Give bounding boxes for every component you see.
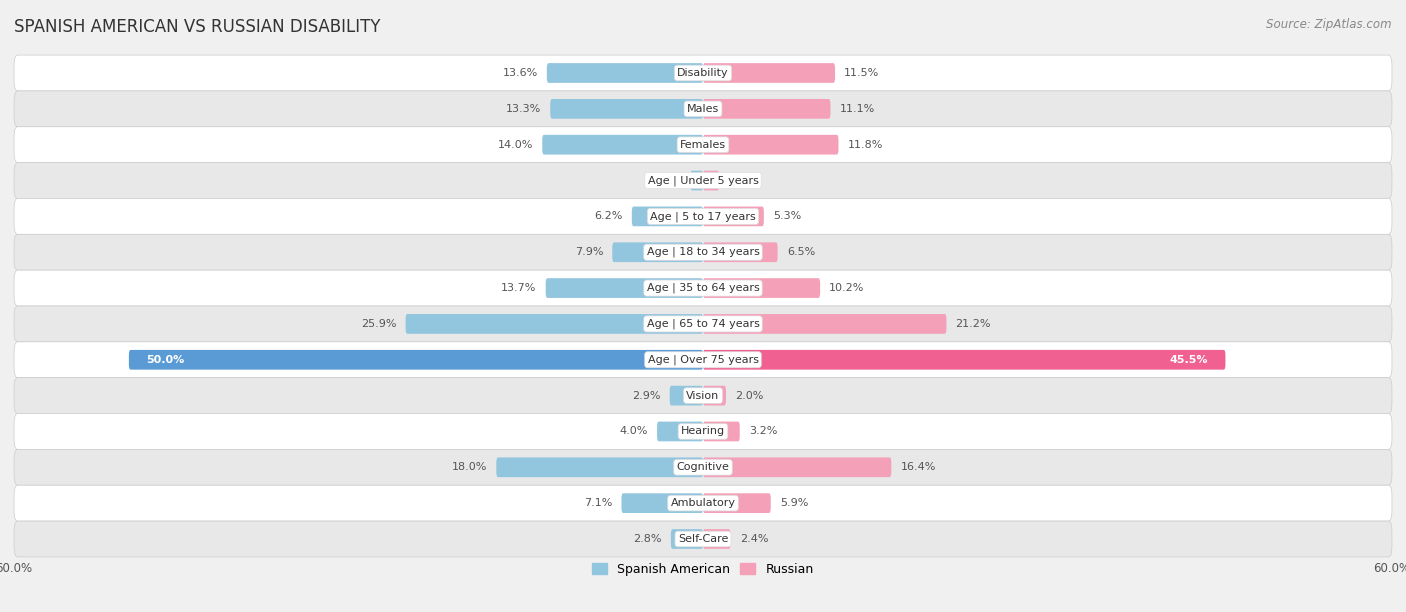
FancyBboxPatch shape [703,242,778,262]
Text: 5.3%: 5.3% [773,211,801,222]
Text: 1.4%: 1.4% [728,176,756,185]
Text: 18.0%: 18.0% [451,462,486,472]
FancyBboxPatch shape [621,493,703,513]
Text: SPANISH AMERICAN VS RUSSIAN DISABILITY: SPANISH AMERICAN VS RUSSIAN DISABILITY [14,18,381,36]
Text: Hearing: Hearing [681,427,725,436]
FancyBboxPatch shape [405,314,703,334]
FancyBboxPatch shape [14,449,1392,485]
Text: 1.1%: 1.1% [652,176,681,185]
Text: Self-Care: Self-Care [678,534,728,544]
FancyBboxPatch shape [690,171,703,190]
Legend: Spanish American, Russian: Spanish American, Russian [588,558,818,581]
Text: Vision: Vision [686,390,720,401]
FancyBboxPatch shape [14,521,1392,557]
Text: 14.0%: 14.0% [498,140,533,150]
Text: Age | 65 to 74 years: Age | 65 to 74 years [647,319,759,329]
FancyBboxPatch shape [703,206,763,226]
FancyBboxPatch shape [14,127,1392,163]
Text: 11.8%: 11.8% [848,140,883,150]
FancyBboxPatch shape [14,234,1392,270]
Text: 13.3%: 13.3% [506,104,541,114]
FancyBboxPatch shape [14,270,1392,306]
Text: 2.0%: 2.0% [735,390,763,401]
FancyBboxPatch shape [496,457,703,477]
FancyBboxPatch shape [546,278,703,298]
FancyBboxPatch shape [703,457,891,477]
Text: 25.9%: 25.9% [361,319,396,329]
Text: Age | 35 to 64 years: Age | 35 to 64 years [647,283,759,293]
Text: 6.2%: 6.2% [595,211,623,222]
FancyBboxPatch shape [703,135,838,155]
Text: 2.9%: 2.9% [633,390,661,401]
Text: 13.6%: 13.6% [502,68,537,78]
FancyBboxPatch shape [14,378,1392,414]
FancyBboxPatch shape [657,422,703,441]
Text: Ambulatory: Ambulatory [671,498,735,508]
Text: 50.0%: 50.0% [146,355,184,365]
Text: Source: ZipAtlas.com: Source: ZipAtlas.com [1267,18,1392,31]
FancyBboxPatch shape [14,91,1392,127]
Text: 7.1%: 7.1% [583,498,612,508]
Text: 2.4%: 2.4% [740,534,768,544]
Text: Age | 5 to 17 years: Age | 5 to 17 years [650,211,756,222]
FancyBboxPatch shape [703,171,718,190]
FancyBboxPatch shape [703,386,725,406]
Text: 45.5%: 45.5% [1170,355,1208,365]
FancyBboxPatch shape [671,529,703,549]
Text: Age | Over 75 years: Age | Over 75 years [648,354,758,365]
Text: 5.9%: 5.9% [780,498,808,508]
Text: 13.7%: 13.7% [501,283,537,293]
FancyBboxPatch shape [612,242,703,262]
FancyBboxPatch shape [129,350,703,370]
FancyBboxPatch shape [543,135,703,155]
Text: 2.8%: 2.8% [633,534,662,544]
FancyBboxPatch shape [14,306,1392,342]
FancyBboxPatch shape [703,99,831,119]
Text: Males: Males [688,104,718,114]
FancyBboxPatch shape [14,342,1392,378]
FancyBboxPatch shape [703,63,835,83]
FancyBboxPatch shape [14,485,1392,521]
FancyBboxPatch shape [703,529,731,549]
Text: 11.5%: 11.5% [844,68,880,78]
Text: 16.4%: 16.4% [900,462,936,472]
Text: 21.2%: 21.2% [956,319,991,329]
FancyBboxPatch shape [14,198,1392,234]
FancyBboxPatch shape [631,206,703,226]
FancyBboxPatch shape [703,278,820,298]
Text: 11.1%: 11.1% [839,104,875,114]
Text: Females: Females [681,140,725,150]
FancyBboxPatch shape [703,314,946,334]
FancyBboxPatch shape [703,350,1226,370]
FancyBboxPatch shape [669,386,703,406]
Text: 4.0%: 4.0% [620,427,648,436]
Text: 7.9%: 7.9% [575,247,603,257]
FancyBboxPatch shape [703,422,740,441]
FancyBboxPatch shape [550,99,703,119]
Text: 10.2%: 10.2% [830,283,865,293]
Text: 6.5%: 6.5% [787,247,815,257]
Text: Cognitive: Cognitive [676,462,730,472]
FancyBboxPatch shape [14,55,1392,91]
FancyBboxPatch shape [14,163,1392,198]
FancyBboxPatch shape [703,493,770,513]
Text: Disability: Disability [678,68,728,78]
Text: 3.2%: 3.2% [749,427,778,436]
FancyBboxPatch shape [547,63,703,83]
FancyBboxPatch shape [14,414,1392,449]
Text: Age | Under 5 years: Age | Under 5 years [648,175,758,186]
Text: Age | 18 to 34 years: Age | 18 to 34 years [647,247,759,258]
